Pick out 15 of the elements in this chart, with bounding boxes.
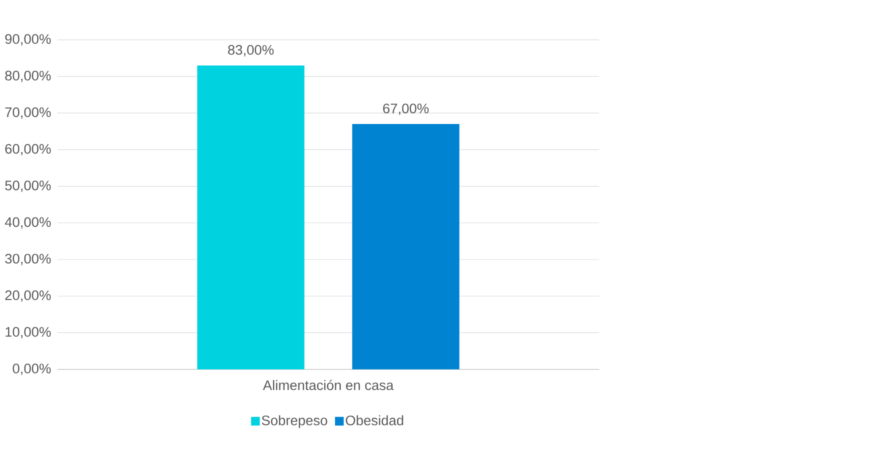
y-tick-label: 50,00% [5,180,51,192]
y-tick-label: 70,00% [5,108,51,119]
y-tick-label: 30,00% [5,254,51,266]
y-tick-label: 0,00% [12,364,51,376]
data-label: 67,00% [383,104,429,116]
y-tick-label: 10,00% [6,327,51,339]
x-tick-label: Alimentación en casa [262,380,394,390]
data-label: 83,00% [228,45,274,57]
y-tick-label: 60,00% [5,144,51,156]
y-tick-label: 90,00% [5,34,51,46]
y-tick-label: 80,00% [5,70,51,82]
y-tick-label: 20,00% [5,290,51,302]
y-tick-label: 40,00% [4,217,51,229]
legend-label: Obesidad [346,415,404,426]
legend-label: Sobrepeso [262,415,328,428]
